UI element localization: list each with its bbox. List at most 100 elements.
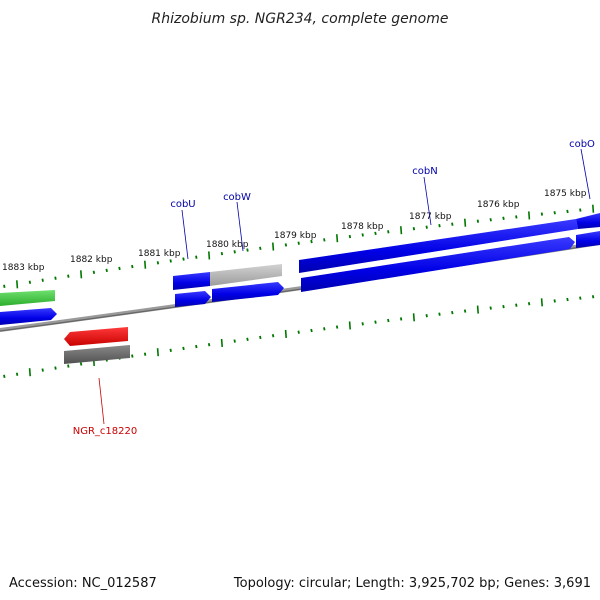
minor-tick: [259, 335, 262, 340]
forward-outer-features: [0, 213, 600, 306]
minor-tick: [156, 261, 160, 265]
scale-label-1875: 1875 kbp: [544, 189, 587, 199]
minor-tick: [566, 209, 569, 214]
gene-label-cobN[interactable]: cobN: [412, 166, 437, 177]
minor-tick: [15, 372, 19, 376]
minor-tick: [438, 312, 441, 316]
gene-label-cobW[interactable]: cobW: [223, 192, 251, 203]
minor-tick: [425, 314, 428, 318]
minor-tick: [463, 309, 467, 313]
major-tick: [272, 242, 275, 251]
minor-tick: [374, 231, 377, 236]
minor-tick: [54, 276, 57, 280]
feature-green[interactable]: [0, 290, 55, 306]
scale-label-1879: 1879 kbp: [274, 231, 317, 241]
minor-tick: [387, 230, 390, 234]
minor-tick: [195, 255, 198, 259]
feature-cobW[interactable]: [210, 264, 282, 286]
feature-inner-4[interactable]: [576, 231, 600, 248]
map-title: Rhizobium sp. NGR234, complete genome: [152, 11, 449, 27]
minor-tick: [502, 304, 505, 309]
major-tick: [528, 211, 531, 220]
feature-inner-left[interactable]: [0, 308, 57, 325]
minor-tick: [527, 302, 531, 306]
minor-tick: [515, 303, 518, 307]
major-tick: [156, 348, 159, 357]
minor-tick: [438, 223, 441, 228]
scale-label-1881: 1881 kbp: [138, 249, 181, 259]
minor-tick: [502, 216, 505, 220]
minor-tick: [182, 257, 185, 261]
minor-tick: [553, 211, 556, 215]
minor-tick: [323, 238, 326, 242]
gene-label-NGR_c18220[interactable]: NGR_c18220: [73, 426, 138, 437]
minor-tick: [515, 215, 518, 219]
minor-tick: [387, 318, 390, 323]
major-tick: [592, 204, 595, 213]
minor-tick: [361, 233, 364, 237]
minor-tick: [489, 306, 492, 310]
minor-tick: [451, 310, 454, 315]
genome-summary-text: Topology: circular; Length: 3,925,702 bp…: [233, 576, 591, 591]
minor-tick: [476, 219, 480, 223]
minor-tick: [169, 348, 172, 353]
minor-tick: [67, 274, 70, 278]
minor-tick: [323, 327, 326, 331]
feature-inner-1[interactable]: [175, 291, 211, 307]
feature-inner-2[interactable]: [212, 282, 284, 302]
minor-tick: [41, 278, 44, 282]
major-tick: [400, 226, 403, 235]
minor-tick: [195, 344, 198, 349]
minor-tick: [540, 212, 544, 216]
gene-labels: cobU cobW cobN cobO NGR_c18220: [73, 139, 595, 437]
minor-tick: [297, 330, 300, 334]
minor-tick: [246, 248, 249, 252]
minor-tick: [233, 250, 236, 254]
minor-tick: [143, 352, 147, 356]
minor-tick: [92, 270, 96, 274]
minor-tick: [259, 246, 262, 251]
leader-NGR_c18220: [98, 377, 105, 425]
minor-tick: [566, 297, 569, 302]
minor-tick: [579, 296, 582, 300]
major-tick: [80, 270, 83, 279]
major-tick: [464, 218, 467, 227]
scale-label-1876: 1876 kbp: [477, 200, 520, 210]
minor-tick: [451, 222, 454, 226]
minor-tick: [3, 284, 6, 289]
feature-cobN[interactable]: [299, 219, 578, 273]
accession-text: Accession: NC_012587: [9, 576, 157, 591]
major-tick: [16, 280, 19, 289]
minor-tick: [67, 364, 70, 368]
minor-tick: [591, 295, 595, 299]
feature-cobU[interactable]: [173, 272, 210, 290]
minor-tick: [361, 322, 364, 326]
major-tick: [284, 329, 287, 339]
reverse-features: [64, 327, 130, 364]
minor-tick: [399, 317, 403, 321]
minor-tick: [579, 208, 582, 212]
minor-tick: [297, 241, 300, 245]
feature-cobO[interactable]: [576, 213, 600, 229]
scale-label-1878: 1878 kbp: [341, 222, 384, 232]
major-tick: [412, 313, 415, 322]
scale-label-1882: 1882 kbp: [70, 255, 113, 265]
gene-label-cobU[interactable]: cobU: [170, 199, 195, 210]
minor-tick: [182, 346, 185, 351]
major-tick: [336, 234, 339, 243]
minor-tick: [310, 239, 313, 244]
leader-cobW: [236, 201, 244, 252]
gene-label-cobO[interactable]: cobO: [569, 139, 595, 150]
minor-tick: [79, 362, 83, 366]
minor-tick: [41, 368, 44, 372]
minor-tick: [284, 243, 288, 247]
minor-tick: [310, 328, 313, 333]
feature-NGR_c18220[interactable]: [64, 327, 128, 346]
feature-inner-3[interactable]: [301, 237, 575, 292]
minor-tick: [28, 280, 32, 284]
feature-reverse-gray[interactable]: [64, 345, 130, 364]
scale-label-1880: 1880 kbp: [206, 240, 249, 250]
minor-tick: [335, 325, 339, 329]
minor-tick: [553, 299, 556, 303]
